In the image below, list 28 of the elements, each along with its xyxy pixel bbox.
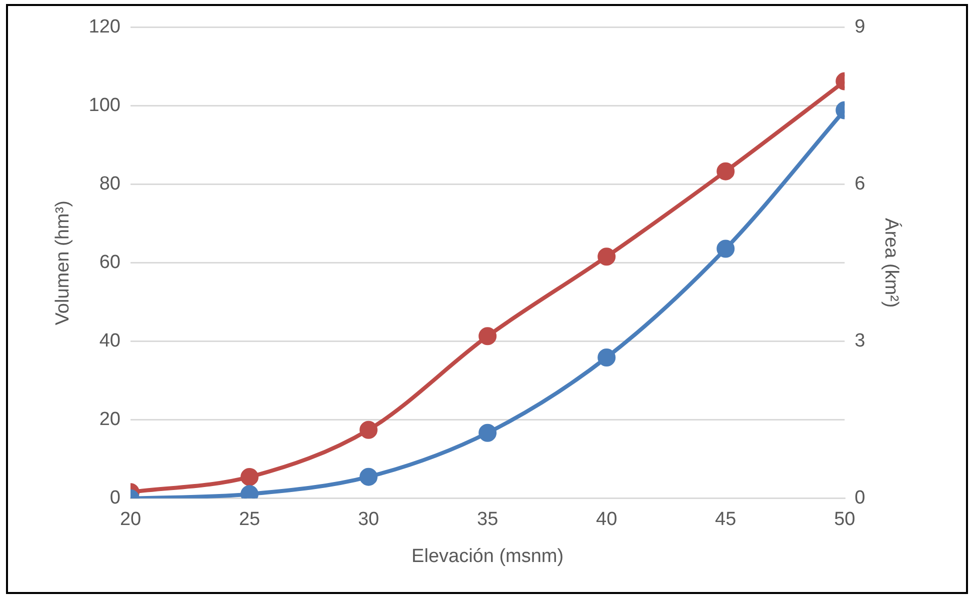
x-tick-label: 40 [596,509,618,530]
point [598,248,616,266]
y2-axis-title: Área (km²) [880,218,902,308]
y-tick-label: 0 [110,488,120,509]
x-tick-label: 25 [238,509,260,530]
x-tick-label: 20 [120,509,142,530]
y-tick-label: 120 [88,16,120,38]
y2-tick-label: 3 [854,330,866,352]
point [360,468,378,486]
point [478,424,497,442]
x-axis-title: Elevación (msnm) [412,546,564,567]
point [598,348,616,366]
point [716,240,735,258]
y-tick-label: 40 [99,330,120,352]
x-tick-label: 50 [834,509,856,530]
y-tick-label: 80 [99,174,120,195]
point [478,327,497,346]
y-axis-title: Volumen (hm³) [52,200,74,326]
y-tick-label: 20 [99,409,120,430]
y-tick-label: 60 [99,252,120,274]
x-tick-label: 35 [476,509,498,530]
point [360,420,378,439]
y-tick-label: 100 [88,95,120,116]
x-tick-label: 30 [358,509,380,530]
x-tick-label: 45 [715,509,736,530]
y2-tick-label: 6 [854,174,866,195]
y2-tick-label: 9 [854,16,866,38]
y2-tick-label: 0 [854,488,866,509]
